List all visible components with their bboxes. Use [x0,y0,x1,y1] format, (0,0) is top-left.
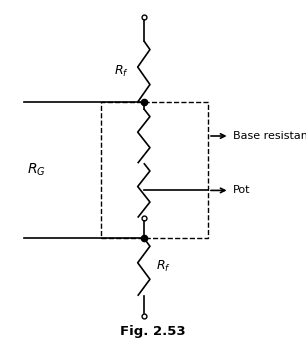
Text: Base resistance: Base resistance [233,131,306,141]
Bar [101,102,208,238]
Text: $R_f$: $R_f$ [114,64,129,79]
Text: Pot: Pot [233,185,250,195]
Text: Fig. 2.53: Fig. 2.53 [120,325,186,338]
Text: $R_G$: $R_G$ [27,162,46,178]
Text: $R_f$: $R_f$ [156,259,171,274]
